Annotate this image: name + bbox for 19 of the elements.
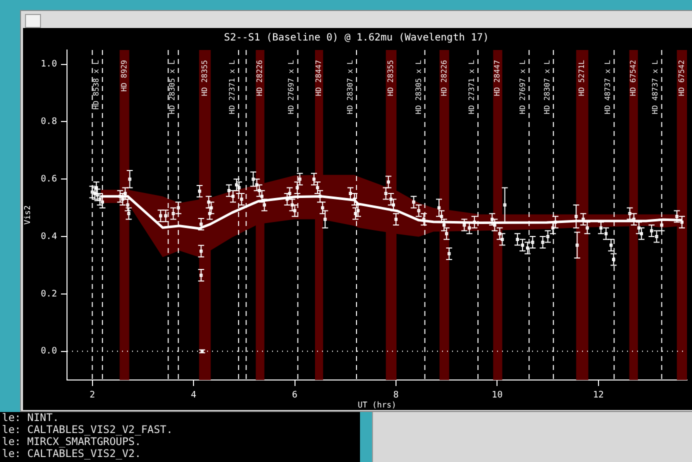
chart-title: S2--S1 (Baseline 0) @ 1.62mu (Wavelength 17)	[224, 32, 489, 44]
x-axis-title: UT (hrs)	[358, 400, 396, 410]
y-tick-label: 1.0	[40, 60, 57, 70]
text: le: MIRCX_SMARTGROUPS.	[2, 436, 142, 448]
x-tick-label: 10	[492, 390, 503, 401]
x-tick-label: 2	[90, 390, 96, 401]
y-tick-label: 0.2	[40, 289, 57, 300]
y-tick-label: 0.0	[40, 346, 57, 357]
text: le: NINT.	[2, 412, 60, 424]
x-tick-label: 12	[593, 390, 604, 401]
x-tick-label: 6	[292, 390, 298, 401]
text: le: CALTABLES_VIS2_V2_FAST.	[2, 424, 174, 436]
y-tick-label: 0.4	[40, 232, 57, 242]
x-tick-label: 4	[190, 390, 196, 401]
y-tick-label: 0.8	[40, 117, 57, 128]
x-tick-label: 8	[393, 390, 399, 401]
y-axis-title: Vis2	[22, 205, 32, 225]
text: le: CALTABLES_VIS2_V2.	[2, 448, 142, 460]
y-tick-label: 0.6	[40, 174, 57, 184]
